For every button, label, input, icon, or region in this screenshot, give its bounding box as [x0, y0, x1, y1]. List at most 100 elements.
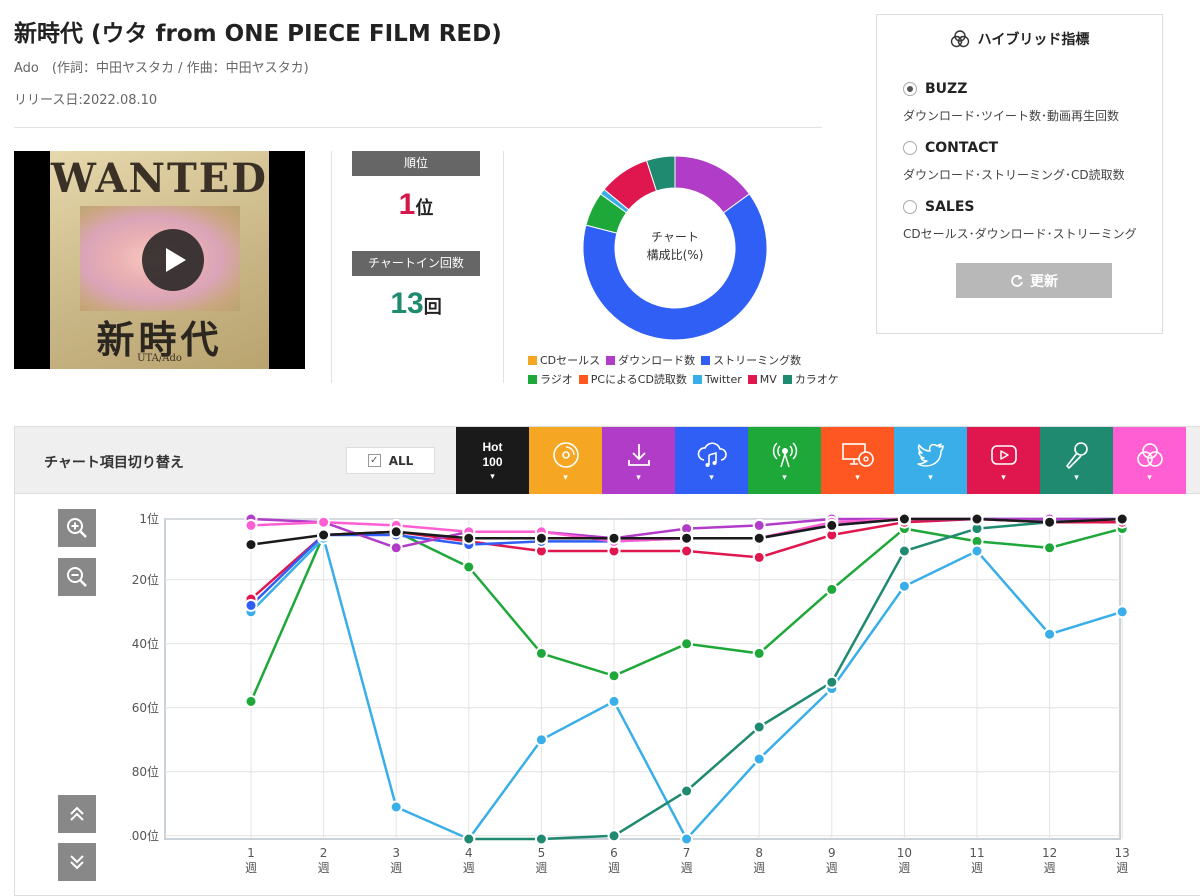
- legend-label: CDセールス: [540, 354, 601, 367]
- zoom-in-button[interactable]: [58, 509, 96, 547]
- series-point-ラジオ[interactable]: [462, 560, 476, 574]
- tab-download[interactable]: ▾: [602, 427, 675, 494]
- series-point-ラジオ[interactable]: [1043, 541, 1057, 555]
- series-point-ストリーミング数[interactable]: [244, 598, 258, 612]
- series-point-Hot 100[interactable]: [1043, 515, 1057, 529]
- series-point-Twitter[interactable]: [389, 800, 403, 814]
- tab-karaoke[interactable]: ▾: [1040, 427, 1113, 494]
- check-icon[interactable]: ✓: [367, 454, 381, 467]
- series-point-Hot 100[interactable]: [462, 531, 476, 545]
- series-point-Twitter[interactable]: [897, 579, 911, 593]
- tab-twitter[interactable]: ▾: [894, 427, 967, 494]
- x-tick-label: 11 週: [969, 846, 984, 875]
- series-point-ハイブリッド指標[interactable]: [317, 515, 331, 529]
- series-point-Twitter[interactable]: [1043, 627, 1057, 641]
- series-point-Twitter[interactable]: [680, 832, 694, 846]
- series-point-カラオケ[interactable]: [680, 784, 694, 798]
- series-point-Hot 100[interactable]: [752, 531, 766, 545]
- series-point-MV[interactable]: [680, 544, 694, 558]
- series-point-Hot 100[interactable]: [317, 528, 331, 542]
- release-date: リリース日:2022.08.10: [14, 93, 158, 108]
- zoom-out-icon: [67, 567, 87, 587]
- series-point-ダウンロード数[interactable]: [389, 541, 403, 555]
- series-point-Hot 100[interactable]: [244, 538, 258, 552]
- radio-buzz[interactable]: [903, 82, 917, 96]
- series-point-Twitter[interactable]: [970, 544, 984, 558]
- zoom-out-button[interactable]: [58, 558, 96, 596]
- legend-swatch: [606, 355, 616, 365]
- series-point-ラジオ[interactable]: [244, 694, 258, 708]
- tab-pc-cd[interactable]: ▾: [821, 427, 894, 494]
- rank-label: 順位: [352, 151, 480, 176]
- chevron-down-icon: ▾: [855, 472, 860, 483]
- option-buzz[interactable]: BUZZ: [903, 81, 967, 97]
- series-point-Hot 100[interactable]: [389, 525, 403, 539]
- tab-radio[interactable]: ▾: [748, 427, 821, 494]
- series-point-ラジオ[interactable]: [534, 646, 548, 660]
- chevron-down-icon: ▾: [1001, 472, 1006, 483]
- zoom-in-icon: [67, 518, 87, 538]
- legend-label: ダウンロード数: [618, 354, 696, 367]
- chevron-double-down-icon: [70, 855, 84, 870]
- rank-value: 1位: [352, 188, 480, 222]
- divider: [331, 151, 332, 383]
- donut-slice-カラオケ: [645, 155, 676, 192]
- series-point-Twitter[interactable]: [1115, 605, 1129, 619]
- series-point-ラジオ[interactable]: [825, 582, 839, 596]
- option-sales[interactable]: SALES: [903, 199, 975, 215]
- legend-swatch: [528, 374, 537, 384]
- tab-mv[interactable]: ▾: [967, 427, 1040, 494]
- scroll-up-button[interactable]: [58, 795, 96, 833]
- tab-streaming[interactable]: ▾: [675, 427, 748, 494]
- series-point-Twitter[interactable]: [607, 694, 621, 708]
- tab-hybrid[interactable]: ▾: [1113, 427, 1186, 494]
- radio-sales[interactable]: [903, 200, 917, 214]
- series-point-ラジオ[interactable]: [607, 669, 621, 683]
- series-point-カラオケ[interactable]: [462, 832, 476, 846]
- chart-panel: チャート項目切り替え ✓ ALL Hot 100 ▾ ▾ ▾ ▾ ▾ ▾: [14, 426, 1200, 896]
- series-point-Hot 100[interactable]: [825, 518, 839, 532]
- series-point-カラオケ[interactable]: [897, 544, 911, 558]
- play-button[interactable]: [142, 229, 204, 291]
- chevron-down-icon: ▾: [1147, 472, 1152, 483]
- option-contact[interactable]: CONTACT: [903, 140, 998, 156]
- scroll-down-button[interactable]: [58, 843, 96, 881]
- series-point-Twitter[interactable]: [752, 752, 766, 766]
- y-tick-label: 1位: [139, 511, 159, 526]
- series-point-カラオケ[interactable]: [534, 832, 548, 846]
- series-point-ラジオ[interactable]: [752, 646, 766, 660]
- tab-hot100[interactable]: Hot 100 ▾: [456, 427, 529, 494]
- legend-item: ダウンロード数: [606, 352, 695, 368]
- update-label: 更新: [1030, 273, 1058, 290]
- series-point-Hot 100[interactable]: [970, 512, 984, 526]
- series-point-カラオケ[interactable]: [607, 829, 621, 843]
- all-toggle[interactable]: ✓ ALL: [346, 447, 435, 474]
- radio-contact[interactable]: [903, 141, 917, 155]
- legend-swatch: [782, 374, 792, 384]
- series-point-MV[interactable]: [752, 550, 766, 564]
- update-button[interactable]: 更新: [956, 263, 1112, 298]
- y-tick-label: 20位: [132, 572, 159, 587]
- series-point-Hot 100[interactable]: [897, 512, 911, 526]
- tab-cd-sales[interactable]: ▾: [529, 427, 602, 494]
- series-point-Hot 100[interactable]: [1115, 512, 1129, 526]
- series-point-Hot 100[interactable]: [680, 531, 694, 545]
- video-thumbnail[interactable]: WANTED 新時代 UTA/Ado: [14, 151, 305, 369]
- wanted-poster-image: WANTED 新時代 UTA/Ado: [50, 151, 269, 369]
- option-contact-desc: ダウンロード･ストリーミング･CD読取数: [903, 168, 1125, 182]
- series-point-ダウンロード数[interactable]: [752, 518, 766, 532]
- series-point-カラオケ[interactable]: [825, 675, 839, 689]
- rank-unit: 位: [415, 198, 434, 219]
- series-point-Hot 100[interactable]: [534, 531, 548, 545]
- series-point-Hot 100[interactable]: [607, 531, 621, 545]
- series-point-Twitter[interactable]: [534, 733, 548, 747]
- series-point-ラジオ[interactable]: [680, 637, 694, 651]
- rank-history-line-chart: 1位 20位 40位 60位 80位 100位 1週 2週 3週 4週 5週 6週 7週 8週 9週 10週 1…: [130, 511, 1130, 875]
- donut-center-line1: チャート: [651, 230, 699, 244]
- option-buzz-desc: ダウンロード･ツイート数･動画再生回数: [903, 109, 1120, 123]
- series-point-カラオケ[interactable]: [752, 720, 766, 734]
- chevron-down-icon: ▾: [782, 472, 787, 483]
- series-point-ハイブリッド指標[interactable]: [244, 518, 258, 532]
